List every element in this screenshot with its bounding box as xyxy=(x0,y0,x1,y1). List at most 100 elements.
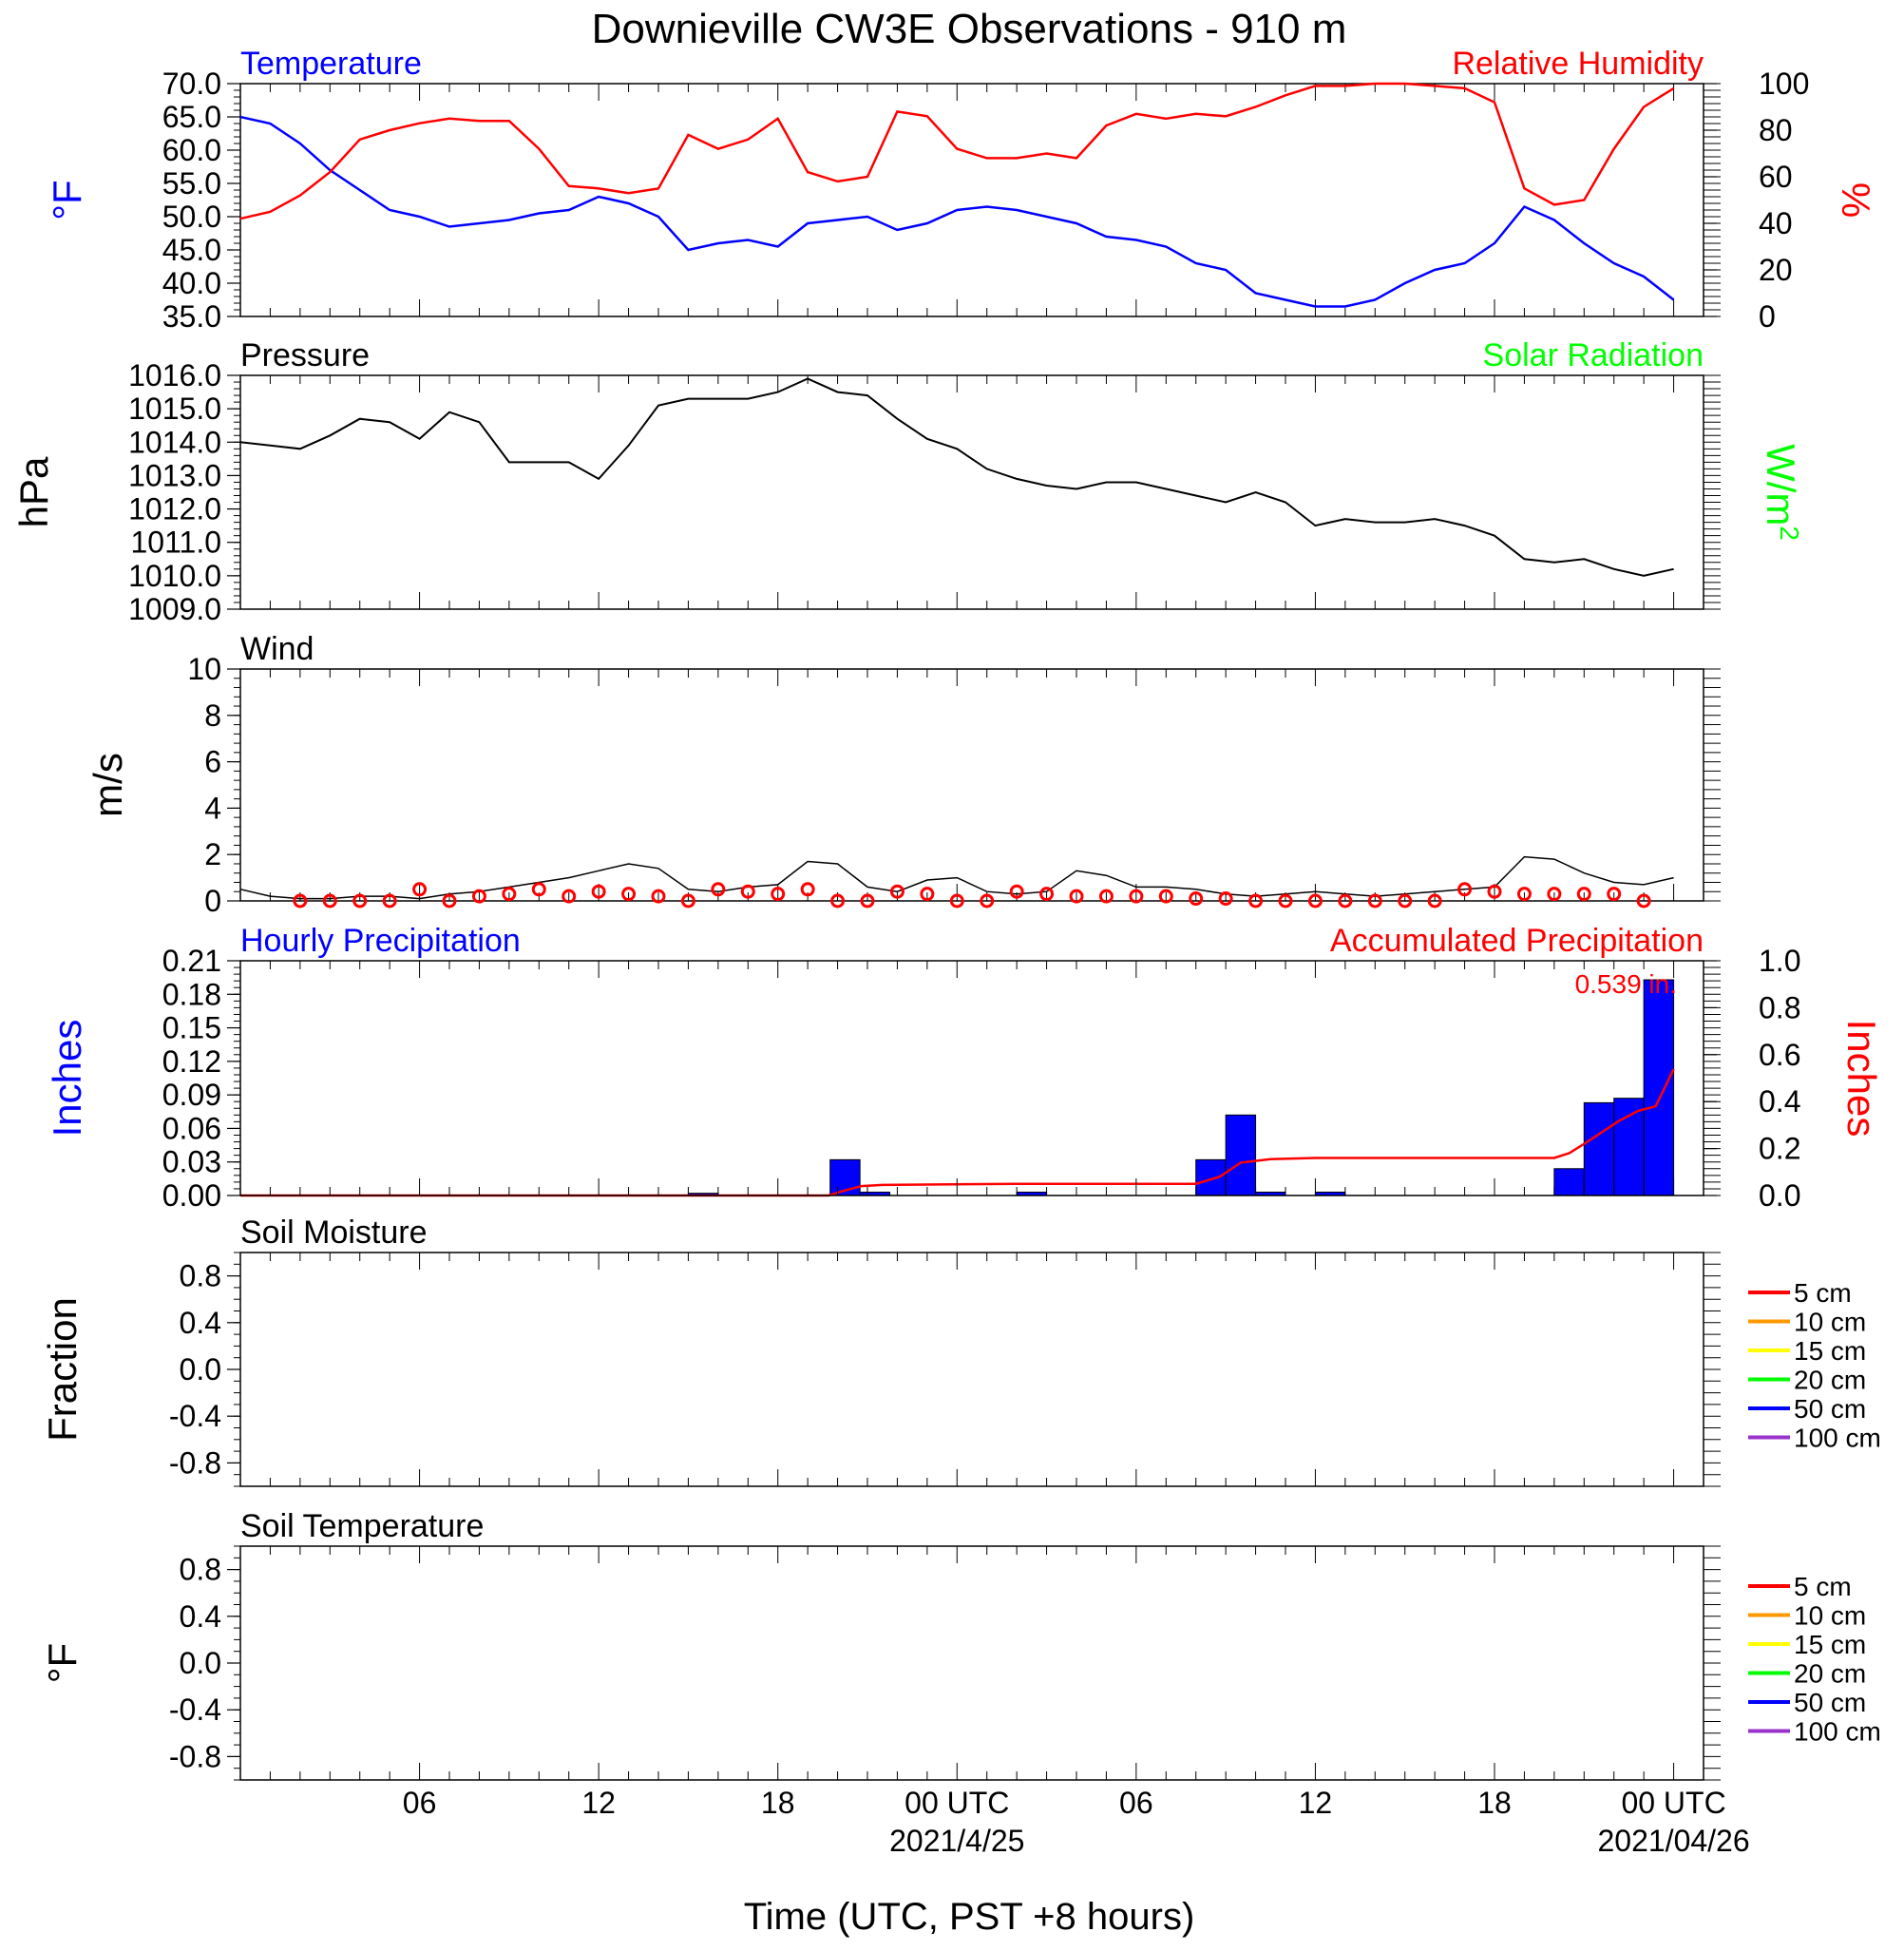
temperature-panel-frame xyxy=(239,83,1704,317)
humidity-axis-label: % xyxy=(1834,182,1878,218)
wind-barb-marker xyxy=(800,882,815,897)
solar-radiation-title: Solar Radiation xyxy=(1483,337,1704,373)
humidity-ytick-label-right: 60 xyxy=(1759,160,1793,194)
wind-barb-marker xyxy=(920,887,935,902)
chart-title: Downieville CW3E Observations - 910 m xyxy=(592,6,1347,52)
wind-ytick-label: 2 xyxy=(204,837,221,871)
soil-temperature-legend-label: 15 cm xyxy=(1794,1630,1866,1659)
humidity-series-line xyxy=(239,82,1675,220)
wind-axis-label: m/s xyxy=(86,753,130,817)
hourly-precip-axis-label: Inches xyxy=(45,1020,89,1138)
soil-temperature-legend-label: 100 cm xyxy=(1794,1717,1881,1747)
wind-barb-marker xyxy=(322,893,337,909)
precip-ytick-label: 0.06 xyxy=(162,1111,221,1145)
precip-ytick-label: 0.03 xyxy=(162,1145,221,1179)
soil-temperature-axis-label: °F xyxy=(40,1643,85,1683)
pressure-panel-frame xyxy=(239,374,1704,610)
precip-ytick-label: 0.15 xyxy=(162,1011,221,1045)
accum-precip-axis-label: Inches xyxy=(1839,1020,1884,1138)
precip-ytick-label: 0.21 xyxy=(162,944,221,978)
wind-barb-marker xyxy=(1607,887,1622,902)
solar-axis-label: W/m2 xyxy=(1759,444,1804,541)
wind-barb-marker xyxy=(471,889,486,904)
x-tick-label: 18 xyxy=(761,1786,795,1820)
wind-barb-marker xyxy=(502,887,517,902)
wind-ytick-label: 6 xyxy=(204,745,221,779)
wind-barb-marker xyxy=(1039,887,1055,902)
wind-barb-marker xyxy=(1398,893,1413,909)
soil-temperature-legend-label: 10 cm xyxy=(1794,1601,1866,1631)
soil-moisture-ytick-label: -0.4 xyxy=(169,1399,221,1433)
x-axis-label: Time (UTC, PST +8 hours) xyxy=(744,1896,1195,1938)
soil-temperature-ytick-label: 0.8 xyxy=(180,1553,221,1587)
wind-barb-marker xyxy=(1189,891,1204,907)
precip-bar xyxy=(1195,1158,1227,1196)
humidity-ytick-label-right: 40 xyxy=(1759,206,1793,240)
wind-barb-marker xyxy=(1427,893,1442,909)
soil-temperature-legend-label: 50 cm xyxy=(1794,1688,1866,1717)
x-date-label: 2021/4/25 xyxy=(889,1824,1024,1858)
precip-ytick-label: 0.12 xyxy=(162,1044,221,1079)
wind-barb-marker xyxy=(591,884,606,899)
soil-moisture-panel-frame xyxy=(239,1252,1704,1487)
wind-barb-marker xyxy=(531,882,546,897)
wind-barb-marker xyxy=(949,893,964,909)
temperature-humidity-panel: 35.040.045.050.055.060.065.070.0 0 20 40 60 8… xyxy=(45,46,1878,334)
temperature-axis-label: °F xyxy=(45,180,89,220)
wind-barb-marker xyxy=(740,884,755,899)
wind-barb-marker xyxy=(771,887,786,902)
temperature-ytick-label: 60.0 xyxy=(162,133,221,167)
humidity-ytick-label-right: 80 xyxy=(1759,113,1793,147)
precip-bar xyxy=(1583,1101,1615,1196)
wind-barb-marker xyxy=(442,893,457,909)
soil-temperature-legend-label: 20 cm xyxy=(1794,1659,1866,1689)
wind-barb-marker xyxy=(293,893,308,909)
x-date-label: 2021/04/26 xyxy=(1597,1824,1749,1858)
precip-bar xyxy=(1643,979,1675,1196)
pressure-ytick-label: 1012.0 xyxy=(128,492,221,526)
wind-panel: 0 2 4 6 8 10 Wind m/s xyxy=(86,631,1721,918)
wind-barb-marker xyxy=(1487,884,1502,899)
wind-barb-marker xyxy=(1009,884,1024,899)
temperature-ytick-label: 40.0 xyxy=(162,266,221,300)
soil-moisture-legend-label: 15 cm xyxy=(1794,1336,1866,1366)
wind-title: Wind xyxy=(240,631,314,667)
pressure-series-line xyxy=(239,377,1674,577)
pressure-ytick-label: 1011.0 xyxy=(131,526,222,560)
soil-temperature-ytick-label: 0.4 xyxy=(180,1599,221,1634)
accum-precip-title: Accumulated Precipitation xyxy=(1330,923,1704,959)
accum-ytick-label-right: 1.0 xyxy=(1759,944,1800,978)
wind-barb-marker xyxy=(1636,893,1651,909)
wind-barb-marker xyxy=(1547,887,1562,902)
soil-moisture-ytick-label: -0.8 xyxy=(169,1445,221,1480)
soil-moisture-legend-label: 20 cm xyxy=(1794,1366,1866,1395)
pressure-ytick-label: 1010.0 xyxy=(128,559,221,593)
pressure-ytick-label: 1014.0 xyxy=(128,425,221,459)
soil-temperature-legend-label: 5 cm xyxy=(1794,1572,1852,1601)
x-tick-label: 00 UTC xyxy=(904,1786,1009,1820)
temperature-series-line xyxy=(239,115,1675,308)
precipitation-panel: Hourly Precipitation Accumulated Precipit… xyxy=(45,923,1884,1213)
temperature-ytick-label: 55.0 xyxy=(162,166,221,201)
hourly-precip-title: Hourly Precipitation xyxy=(240,923,521,959)
wind-ytick-label: 0 xyxy=(204,884,221,918)
x-tick-label: 12 xyxy=(581,1786,616,1820)
wind-barb-marker xyxy=(1576,887,1591,902)
temperature-ytick-label: 70.0 xyxy=(162,67,221,101)
soil-moisture-legend-label: 50 cm xyxy=(1794,1394,1866,1424)
humidity-title: Relative Humidity xyxy=(1452,46,1704,82)
x-tick-label: 12 xyxy=(1299,1786,1333,1820)
wind-barb-marker xyxy=(412,882,428,897)
wind-barb-marker xyxy=(1338,893,1353,909)
wind-barb-marker xyxy=(680,893,695,909)
pressure-ytick-label: 1013.0 xyxy=(128,458,221,492)
soil-moisture-ytick-label: 0.0 xyxy=(180,1352,221,1387)
wind-barb-marker xyxy=(1098,889,1114,904)
soil-moisture-title: Soil Moisture xyxy=(240,1215,428,1251)
accum-precip-line xyxy=(240,1068,1675,1197)
wind-barb-marker xyxy=(352,893,368,909)
x-tick-label: 06 xyxy=(403,1786,437,1820)
wind-ytick-label: 8 xyxy=(204,698,221,733)
temperature-ytick-label: 65.0 xyxy=(162,100,221,134)
